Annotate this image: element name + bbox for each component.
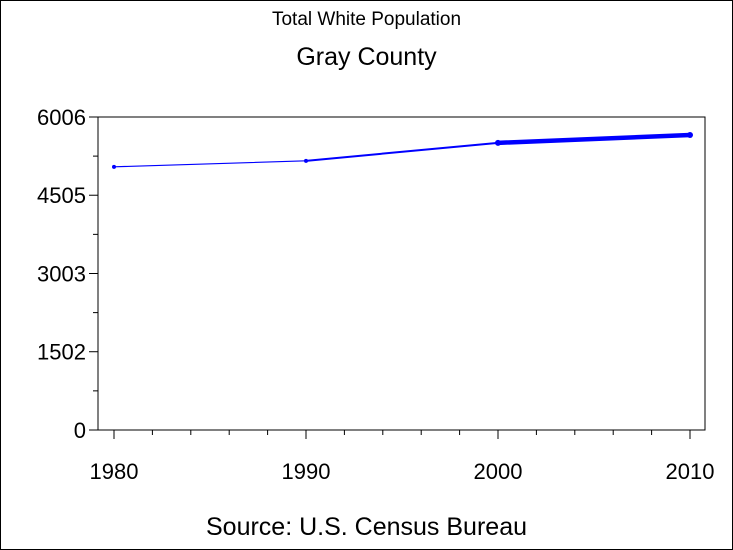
x-tick-label: 2000 <box>474 459 523 484</box>
series-line-segment <box>113 160 307 168</box>
y-tick-label: 1502 <box>37 340 86 365</box>
x-tick-label: 2010 <box>666 459 715 484</box>
y-tick-label: 0 <box>74 418 86 443</box>
x-axis: 1980 1990 2000 2010 <box>90 430 715 484</box>
y-axis: 0 1502 3003 4505 6006 <box>37 105 98 443</box>
y-tick-label: 3003 <box>37 262 86 287</box>
series-line-segment <box>495 132 693 146</box>
x-tick-label: 1980 <box>90 459 139 484</box>
data-point <box>495 139 501 146</box>
y-tick-label: 4505 <box>37 183 86 208</box>
series-line-segment <box>305 141 499 162</box>
chart-subtitle: Gray County <box>296 43 437 71</box>
series-group <box>112 132 693 169</box>
data-point <box>304 158 308 163</box>
source-note: Source: U.S. Census Bureau <box>206 513 527 541</box>
x-tick-label: 1990 <box>282 459 331 484</box>
y-tick-label: 6006 <box>37 105 86 130</box>
chart-title: Total White Population <box>271 9 462 30</box>
data-point <box>112 164 116 169</box>
data-point <box>687 132 693 139</box>
